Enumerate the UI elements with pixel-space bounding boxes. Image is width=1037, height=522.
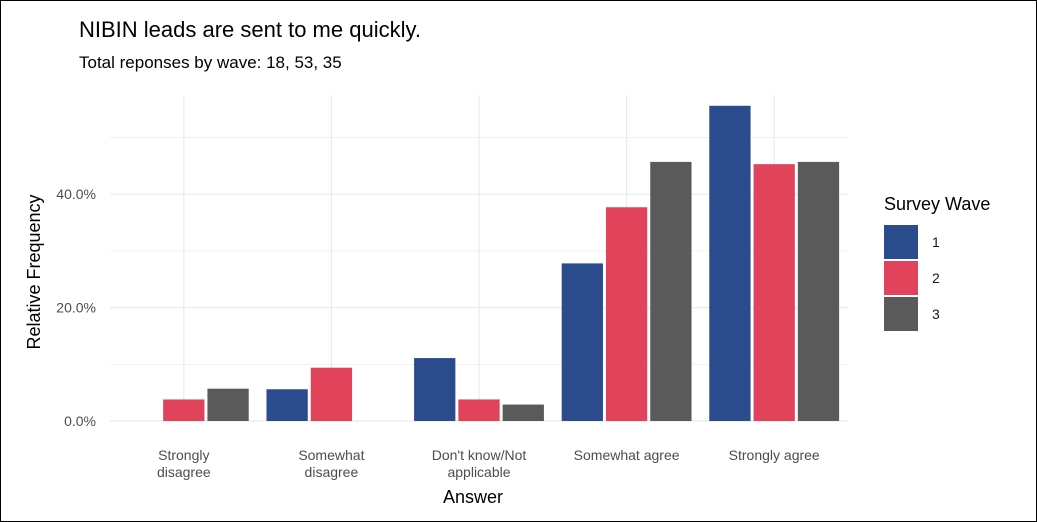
bar-series-2-cat-1 [310, 367, 353, 421]
x-tick-label: Don't know/Not applicable [432, 447, 527, 480]
bar-series-3-cat-4 [797, 161, 840, 421]
x-tick-label: Somewhat disagree [298, 447, 364, 480]
legend-key-2 [884, 261, 918, 295]
y-tick-label: 40.0% [56, 186, 96, 202]
bar-series-3-cat-2 [502, 404, 544, 421]
legend: Survey Wave 1 2 3 [884, 194, 990, 331]
bar-series-2-cat-4 [753, 164, 795, 421]
x-tick-label: Strongly agree [729, 447, 820, 463]
legend-title: Survey Wave [884, 194, 990, 214]
bar-series-3-cat-3 [650, 161, 692, 421]
bars [163, 105, 840, 422]
bar-series-2-cat-2 [458, 399, 500, 421]
y-axis-ticks: 0.0% 20.0% 40.0% [56, 186, 96, 429]
x-axis-title: Answer [443, 487, 503, 507]
bar-series-1-cat-4 [709, 105, 751, 422]
bar-series-2-cat-3 [605, 207, 648, 421]
bar-series-1-cat-1 [266, 389, 308, 421]
x-axis-ticks: Strongly disagree Somewhat disagree Don't kn… [157, 447, 820, 480]
legend-key-3 [884, 297, 918, 331]
y-tick-label: 0.0% [64, 413, 96, 429]
bar-series-2-cat-0 [163, 399, 205, 421]
bar-series-1-cat-2 [414, 358, 456, 421]
y-tick-label: 20.0% [56, 300, 96, 316]
y-axis-title: Relative Frequency [24, 194, 44, 349]
x-tick-label: Strongly disagree [157, 447, 211, 480]
legend-label-2: 2 [932, 270, 940, 286]
legend-key-1 [884, 225, 918, 259]
bar-series-3-cat-0 [207, 388, 249, 421]
legend-label-3: 3 [932, 306, 940, 322]
chart-title: NIBIN leads are sent to me quickly. [79, 17, 421, 42]
chart-subtitle: Total reponses by wave: 18, 53, 35 [79, 53, 342, 72]
bar-series-1-cat-3 [561, 263, 603, 421]
x-tick-label: Somewhat agree [574, 447, 680, 463]
legend-label-1: 1 [932, 234, 940, 250]
